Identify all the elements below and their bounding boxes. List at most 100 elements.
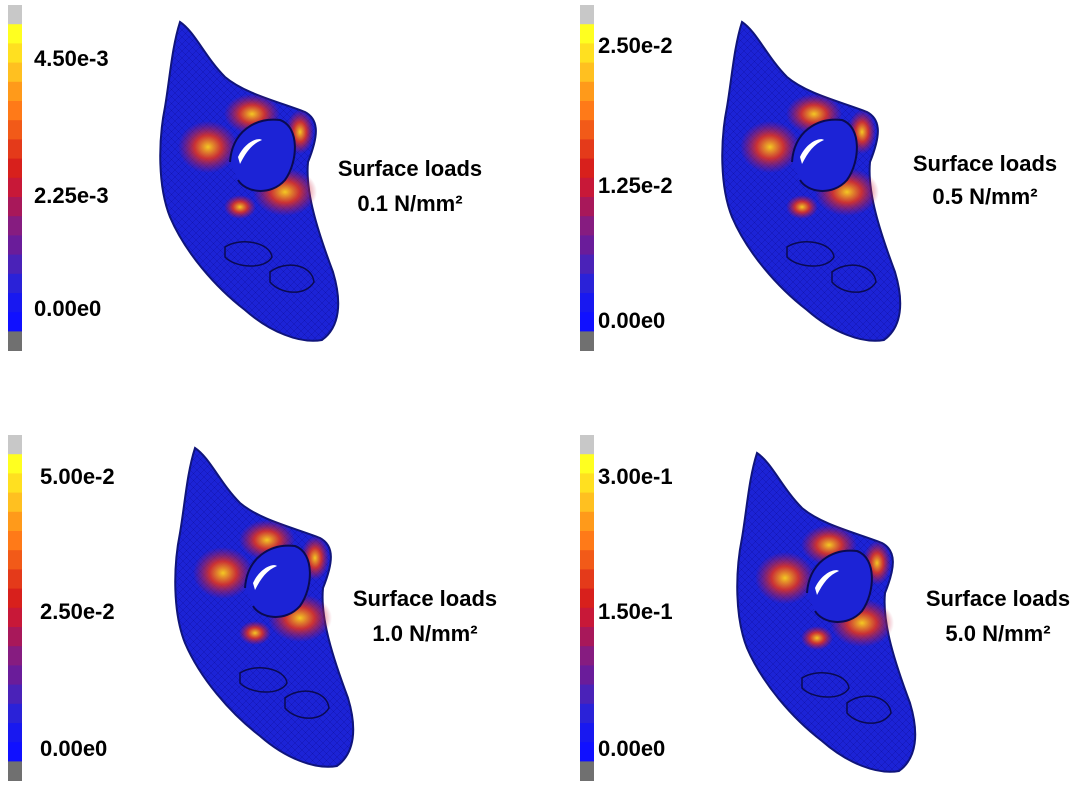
colorbar-band	[580, 177, 594, 198]
colorbar-max-label: 5.00e-2	[40, 464, 115, 489]
colorbar-band	[580, 139, 594, 159]
colorbar-band	[580, 81, 594, 102]
colorbar-band	[8, 293, 22, 313]
caption-load: 0.1 N/mm²	[357, 191, 462, 216]
colorbar-band	[580, 607, 594, 628]
colorbar-mid-label: 1.25e-2	[598, 173, 673, 198]
colorbar-band	[8, 473, 22, 493]
colorbar-band	[8, 531, 22, 551]
colorbar-min-label: 0.00e0	[34, 296, 101, 321]
colorbar-band	[8, 254, 22, 275]
colorbar-band	[8, 62, 22, 83]
colorbar-band	[8, 742, 22, 762]
colorbar-band	[580, 511, 594, 532]
colorbar-band	[8, 550, 22, 570]
panel: 5.00e-2 2.50e-2 0.00e0 Surface loads 1.0 N/m…	[8, 435, 497, 781]
colorbar-band	[580, 723, 594, 743]
colorbar-min-label: 0.00e0	[598, 736, 665, 761]
caption-title: Surface loads	[353, 586, 497, 611]
fea-model	[175, 448, 353, 767]
fea-model	[737, 453, 915, 772]
colorbar-band	[580, 235, 594, 255]
colorbar-band	[8, 235, 22, 255]
colorbar-band	[8, 492, 22, 513]
colorbar-band	[580, 101, 594, 121]
colorbar-min-label: 0.00e0	[598, 308, 665, 333]
colorbar-band	[8, 216, 22, 236]
colorbar-band	[580, 646, 594, 666]
colorbar-band	[580, 569, 594, 589]
colorbar-band	[8, 158, 22, 179]
colorbar-band	[580, 492, 594, 513]
colorbar-band	[580, 331, 594, 351]
colorbar-band	[580, 312, 594, 332]
colorbar-band	[580, 273, 594, 294]
colorbar	[8, 435, 22, 781]
colorbar-band	[8, 120, 22, 140]
colorbar-band	[8, 273, 22, 294]
colorbar	[580, 435, 594, 781]
colorbar-band	[8, 331, 22, 351]
caption-load: 1.0 N/mm²	[372, 621, 477, 646]
fea-model	[160, 22, 338, 341]
colorbar-band	[580, 197, 594, 217]
panel: 3.00e-1 1.50e-1 0.00e0 Surface loads 5.0 N/m…	[580, 435, 1070, 781]
colorbar-mid-label: 2.50e-2	[40, 599, 115, 624]
panel: 2.50e-2 1.25e-2 0.00e0 Surface loads 0.5 N/m…	[580, 5, 1057, 351]
colorbar-band	[580, 742, 594, 762]
panel: 4.50e-3 2.25e-3 0.00e0 Surface loads 0.1 N/m…	[8, 5, 482, 351]
colorbar-band	[8, 703, 22, 724]
colorbar-band	[580, 158, 594, 179]
colorbar-band	[580, 627, 594, 647]
colorbar	[580, 5, 594, 351]
colorbar-band	[8, 627, 22, 647]
colorbar-band	[580, 703, 594, 724]
colorbar-band	[8, 569, 22, 589]
caption-title: Surface loads	[926, 586, 1070, 611]
caption-title: Surface loads	[338, 156, 482, 181]
colorbar	[8, 5, 22, 351]
colorbar-band	[580, 62, 594, 83]
colorbar-min-label: 0.00e0	[40, 736, 107, 761]
fea-model	[722, 22, 900, 341]
colorbar-band	[8, 646, 22, 666]
colorbar-band	[580, 43, 594, 63]
colorbar-band	[8, 177, 22, 198]
colorbar-band	[580, 454, 594, 474]
colorbar-band	[580, 293, 594, 313]
caption-title: Surface loads	[913, 151, 1057, 176]
colorbar-band	[580, 761, 594, 781]
colorbar-band	[8, 607, 22, 628]
colorbar-max-label: 3.00e-1	[598, 464, 673, 489]
colorbar-max-label: 4.50e-3	[34, 46, 109, 71]
colorbar-band	[580, 216, 594, 236]
colorbar-band	[580, 435, 594, 455]
colorbar-band	[8, 139, 22, 159]
colorbar-band	[580, 24, 594, 44]
colorbar-band	[8, 435, 22, 455]
colorbar-band	[580, 5, 594, 25]
colorbar-band	[580, 531, 594, 551]
colorbar-band	[8, 24, 22, 44]
colorbar-max-label: 2.50e-2	[598, 33, 673, 58]
colorbar-band	[580, 473, 594, 493]
colorbar-band	[8, 665, 22, 685]
colorbar-band	[580, 254, 594, 275]
colorbar-band	[580, 665, 594, 685]
colorbar-mid-label: 1.50e-1	[598, 599, 673, 624]
colorbar-band	[8, 454, 22, 474]
caption-load: 0.5 N/mm²	[932, 184, 1037, 209]
colorbar-band	[580, 684, 594, 705]
colorbar-band	[580, 550, 594, 570]
colorbar-mid-label: 2.25e-3	[34, 183, 109, 208]
colorbar-band	[8, 43, 22, 63]
colorbar-band	[8, 5, 22, 25]
colorbar-band	[8, 81, 22, 102]
colorbar-band	[8, 312, 22, 332]
colorbar-band	[8, 197, 22, 217]
colorbar-band	[8, 761, 22, 781]
colorbar-band	[580, 588, 594, 609]
caption-load: 5.0 N/mm²	[945, 621, 1050, 646]
colorbar-band	[8, 684, 22, 705]
